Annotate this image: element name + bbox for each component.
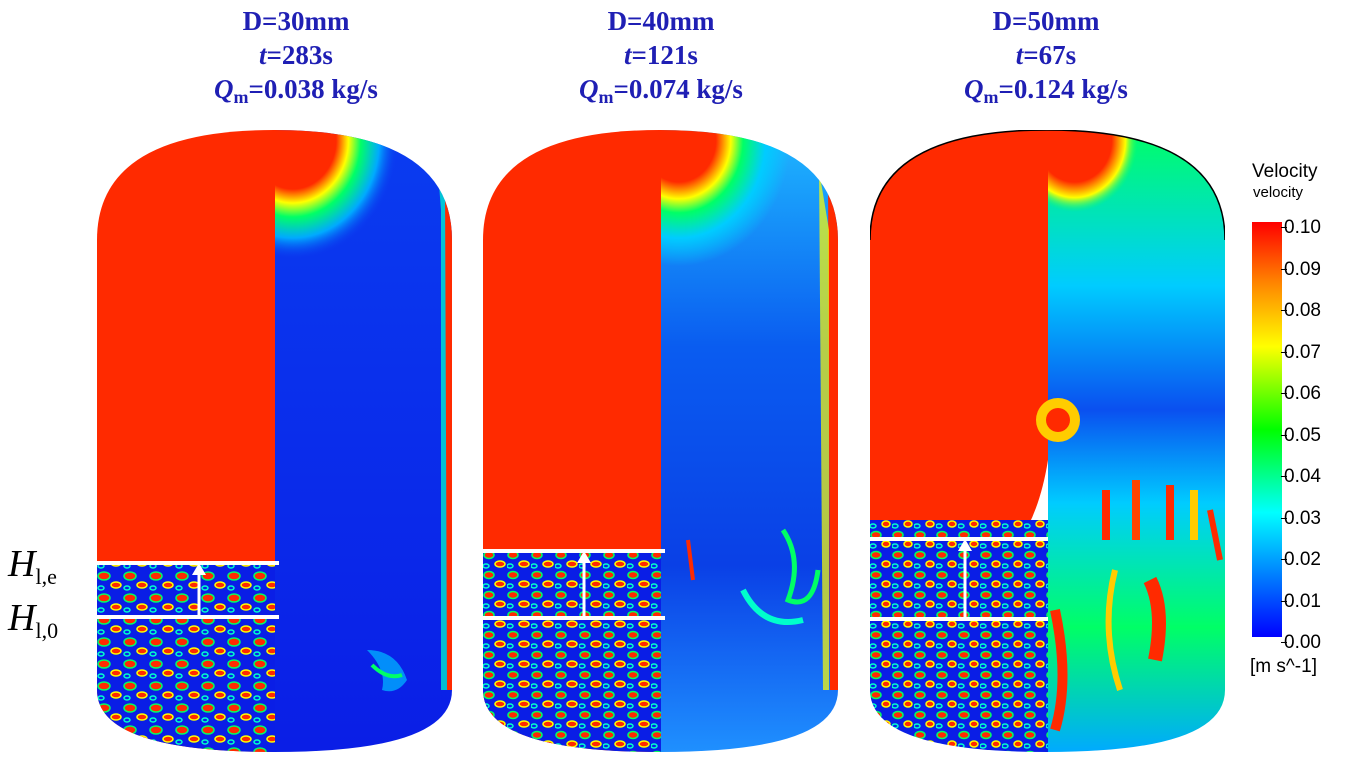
- case-flow: Qm=0.124 kg/s: [964, 74, 1128, 107]
- case-time: t=283s: [259, 40, 333, 70]
- case-title-2: D=40mm t=121s Qm=0.074 kg/s: [511, 4, 811, 106]
- legend-unit: [m s^-1]: [1250, 656, 1317, 677]
- vessel-contour-3: [870, 130, 1225, 752]
- case-diameter: D=30mm: [242, 6, 350, 36]
- case-title-1: D=30mm t=283s Qm=0.038 kg/s: [146, 4, 446, 106]
- colorbar-tick-label: 0.00: [1281, 632, 1321, 653]
- colorbar-tick-label: 0.03: [1281, 507, 1321, 529]
- colorbar-tick-label: 0.05: [1281, 424, 1321, 446]
- colorbar: [1252, 222, 1282, 637]
- level-label-lower: Hl,0: [8, 597, 59, 643]
- case-flow: Qm=0.038 kg/s: [214, 74, 378, 107]
- colorbar-tick-label: 0.06: [1281, 383, 1321, 404]
- case-title-3: D=50mm t=67s Qm=0.124 kg/s: [896, 4, 1196, 106]
- colorbar-tick-label: 0.09: [1281, 258, 1321, 280]
- case-flow: Qm=0.074 kg/s: [579, 74, 743, 107]
- case-time: t=121s: [624, 40, 698, 70]
- colorbar-tick-label: 0.04: [1281, 466, 1321, 487]
- vessel-contour-2: [483, 130, 838, 752]
- colorbar-tick-label: 0.10: [1281, 217, 1321, 238]
- vessel-contour-1: [97, 130, 452, 752]
- case-time: t=67s: [1015, 40, 1077, 70]
- case-diameter: D=50mm: [992, 6, 1100, 36]
- colorbar-tick-label: 0.08: [1281, 300, 1321, 321]
- legend-title: Velocity: [1252, 161, 1318, 182]
- colorbar-tick-label: 0.02: [1281, 549, 1321, 570]
- level-label-upper: Hl,e: [8, 543, 57, 589]
- legend-subtitle: velocity: [1253, 184, 1304, 201]
- colorbar-tick-label: 0.07: [1281, 341, 1321, 363]
- case-diameter: D=40mm: [607, 6, 715, 36]
- colorbar-tick-label: 0.01: [1281, 590, 1321, 612]
